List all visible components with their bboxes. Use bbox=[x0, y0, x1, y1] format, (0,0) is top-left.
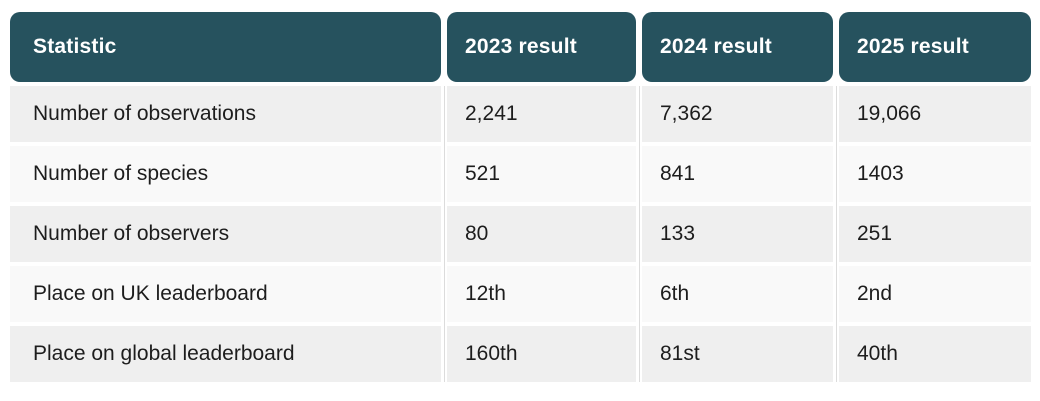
column-divider-line bbox=[444, 86, 445, 382]
column-divider-line bbox=[639, 86, 640, 382]
stats-table: Statistic 2023 result 2024 result 2025 r… bbox=[10, 12, 1031, 382]
value-global-leaderboard-2023: 160th bbox=[447, 326, 636, 382]
column-header-2023-result: 2023 result bbox=[447, 12, 636, 82]
column-header-statistic: Statistic bbox=[10, 12, 441, 82]
value-global-leaderboard-2025: 40th bbox=[839, 326, 1031, 382]
value-uk-leaderboard-2024: 6th bbox=[642, 266, 833, 322]
value-observations-2025: 19,066 bbox=[839, 86, 1031, 142]
row-label-observations: Number of observations bbox=[10, 86, 441, 142]
value-observers-2025: 251 bbox=[839, 206, 1031, 262]
value-global-leaderboard-2024: 81st bbox=[642, 326, 833, 382]
value-species-2024: 841 bbox=[642, 146, 833, 202]
value-observations-2024: 7,362 bbox=[642, 86, 833, 142]
column-divider-line bbox=[836, 86, 837, 382]
value-observers-2024: 133 bbox=[642, 206, 833, 262]
value-uk-leaderboard-2023: 12th bbox=[447, 266, 636, 322]
row-label-uk-leaderboard: Place on UK leaderboard bbox=[10, 266, 441, 322]
value-species-2023: 521 bbox=[447, 146, 636, 202]
column-header-2025-result: 2025 result bbox=[839, 12, 1031, 82]
row-label-observers: Number of observers bbox=[10, 206, 441, 262]
row-label-species: Number of species bbox=[10, 146, 441, 202]
value-observers-2023: 80 bbox=[447, 206, 636, 262]
value-observations-2023: 2,241 bbox=[447, 86, 636, 142]
value-uk-leaderboard-2025: 2nd bbox=[839, 266, 1031, 322]
column-header-2024-result: 2024 result bbox=[642, 12, 833, 82]
row-label-global-leaderboard: Place on global leaderboard bbox=[10, 326, 441, 382]
value-species-2025: 1403 bbox=[839, 146, 1031, 202]
